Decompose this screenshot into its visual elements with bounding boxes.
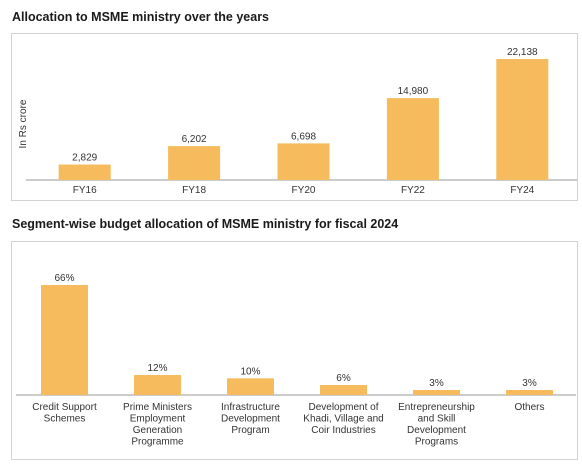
x-tick-label: Employment	[130, 414, 186, 425]
bar	[168, 146, 221, 180]
y-axis-label: In Rs crore	[18, 99, 29, 148]
data-label: 22,138	[507, 47, 538, 58]
x-tick-label: Prime Ministers	[123, 402, 192, 413]
bar	[227, 378, 274, 395]
data-label: 10%	[240, 366, 260, 377]
x-tick-label: and Skill	[418, 414, 456, 425]
data-label: 6,698	[291, 131, 316, 142]
bar	[41, 285, 88, 395]
bar	[134, 375, 181, 395]
x-tick-label: FY20	[292, 185, 316, 196]
x-tick-label: Development of	[308, 402, 378, 413]
x-tick-label: Program	[231, 425, 269, 436]
x-tick-label: Schemes	[44, 414, 86, 425]
chart1-frame: In Rs crore 2,829 FY16 6,202 FY18 6,698 FY20 14…	[11, 33, 578, 201]
data-label: 66%	[54, 273, 74, 284]
bar	[506, 390, 553, 395]
bar	[413, 390, 460, 395]
bar	[277, 143, 330, 180]
x-tick-label: Development	[407, 425, 466, 436]
x-tick-label: Development	[221, 414, 280, 425]
x-tick-label: Coir Industries	[311, 425, 375, 436]
chart1-svg: In Rs crore 2,829 FY16 6,202 FY18 6,698 FY20 14…	[18, 47, 577, 196]
data-label: 6%	[336, 373, 351, 384]
x-tick-label: FY18	[182, 185, 206, 196]
x-tick-label: Khadi, Village and	[303, 414, 383, 425]
chart2-title: Segment-wise budget allocation of MSME m…	[12, 217, 399, 231]
data-label: 14,980	[398, 86, 429, 97]
x-tick-label: FY22	[401, 185, 425, 196]
data-label: 6,202	[182, 134, 207, 145]
x-tick-label: Others	[514, 402, 544, 413]
data-label: 2,829	[72, 153, 97, 164]
x-tick-label: Generation	[133, 425, 182, 436]
bar	[496, 59, 549, 180]
data-label: 3%	[522, 378, 537, 389]
x-tick-label: FY16	[73, 185, 97, 196]
x-tick-label: Credit Support	[32, 402, 97, 413]
data-label: 3%	[429, 378, 444, 389]
x-tick-label: Infrastructure	[221, 402, 280, 413]
bar	[320, 385, 367, 395]
x-tick-label: Programs	[415, 437, 458, 448]
bar	[58, 164, 111, 180]
chart1-title: Allocation to MSME ministry over the yea…	[12, 10, 270, 24]
data-label: 12%	[147, 363, 167, 374]
x-tick-label: Entrepreneurship	[398, 402, 475, 413]
bar	[386, 98, 439, 180]
chart2-frame: 66% Credit Support Schemes 12% Prime Ministe…	[11, 241, 578, 460]
x-tick-label: Programme	[131, 437, 184, 448]
x-tick-label: FY24	[510, 185, 534, 196]
